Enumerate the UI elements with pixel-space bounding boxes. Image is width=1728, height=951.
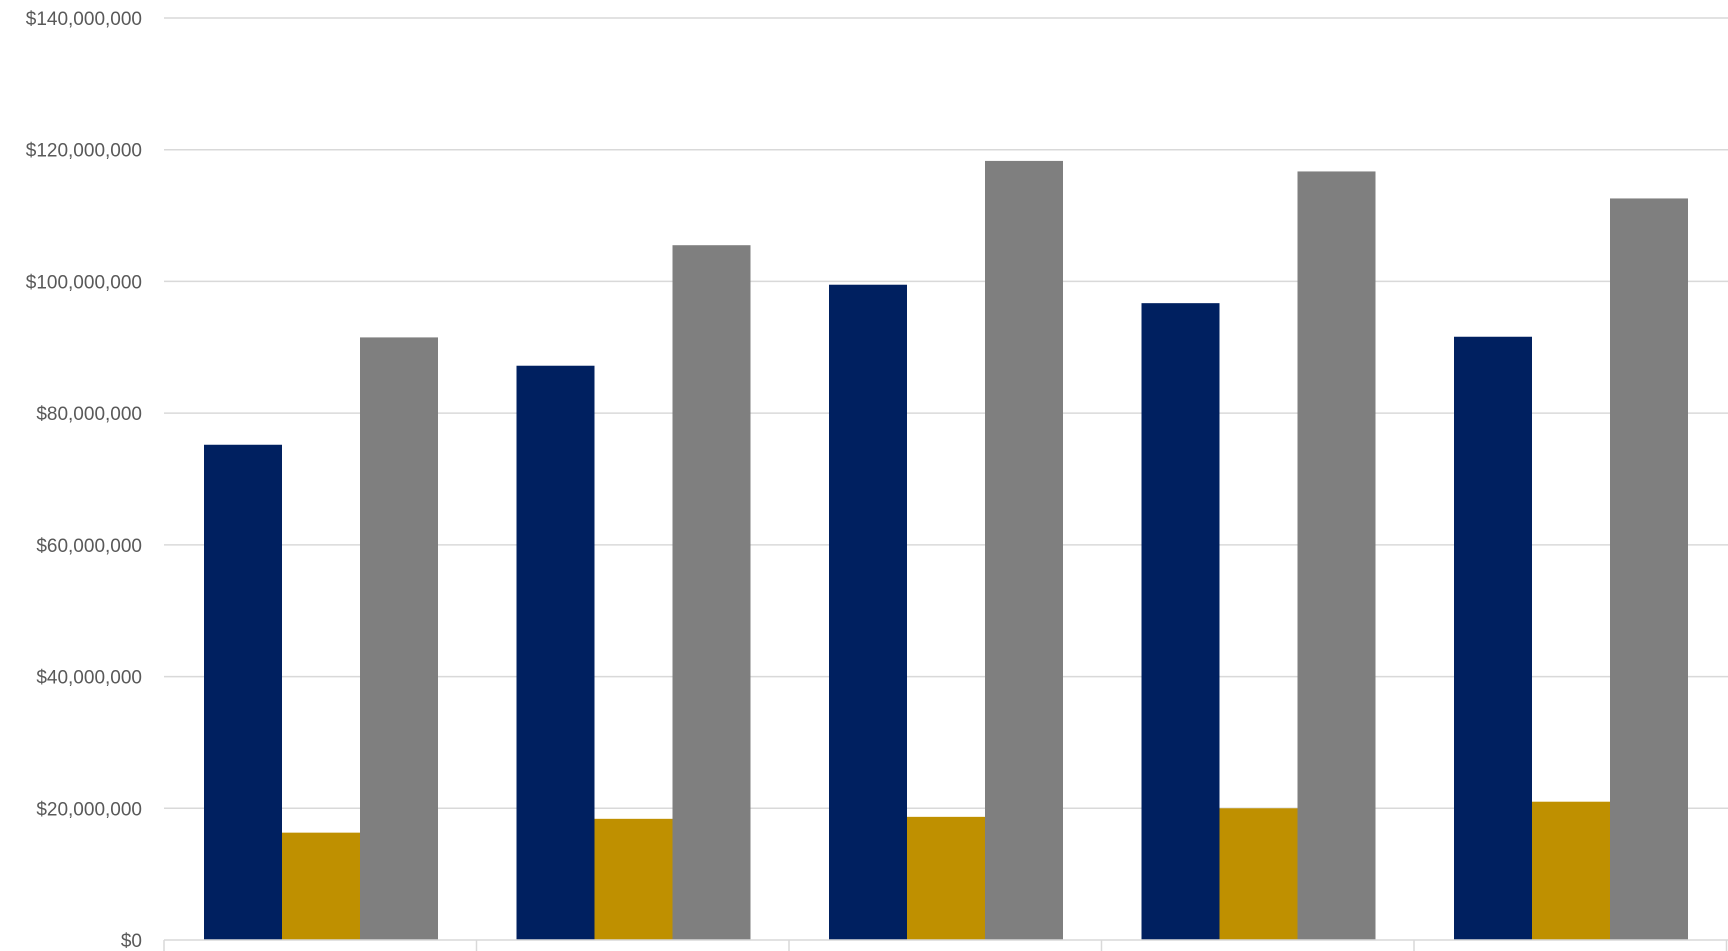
bar-series-3-category-2 — [672, 245, 751, 940]
bar-series-1-category-4 — [1141, 303, 1220, 940]
bar-series-3-category-1 — [360, 337, 438, 941]
bars — [204, 160, 1688, 941]
bar-series-2-category-3 — [907, 816, 985, 940]
y-tick-label: $40,000,000 — [36, 668, 142, 689]
bar-series-2-category-1 — [282, 832, 360, 940]
bar-series-2-category-5 — [1532, 801, 1610, 940]
bar-series-3-category-3 — [985, 160, 1063, 940]
y-tick-label: $100,000,000 — [26, 272, 142, 293]
x-axis — [163, 939, 1728, 951]
bar-series-1-category-5 — [1454, 336, 1532, 941]
bar-series-1-category-2 — [516, 365, 595, 940]
bar-series-1-category-1 — [204, 444, 282, 940]
y-tick-label: $140,000,000 — [26, 9, 142, 30]
y-tick-label: $60,000,000 — [36, 536, 142, 557]
bar-series-2-category-4 — [1219, 808, 1298, 940]
y-tick-label: $120,000,000 — [26, 141, 142, 162]
bar-series-3-category-5 — [1610, 198, 1688, 940]
y-tick-label: $80,000,000 — [36, 404, 142, 425]
y-tick-label: $0 — [121, 931, 142, 951]
bar-series-2-category-2 — [594, 818, 673, 940]
bar-series-1-category-3 — [829, 284, 907, 940]
bar-series-3-category-4 — [1297, 171, 1376, 940]
y-axis-tick-labels: $0 $20,000,000 $40,000,000 $60,000,000 $80,0… — [26, 9, 142, 951]
y-tick-label: $20,000,000 — [36, 799, 142, 820]
